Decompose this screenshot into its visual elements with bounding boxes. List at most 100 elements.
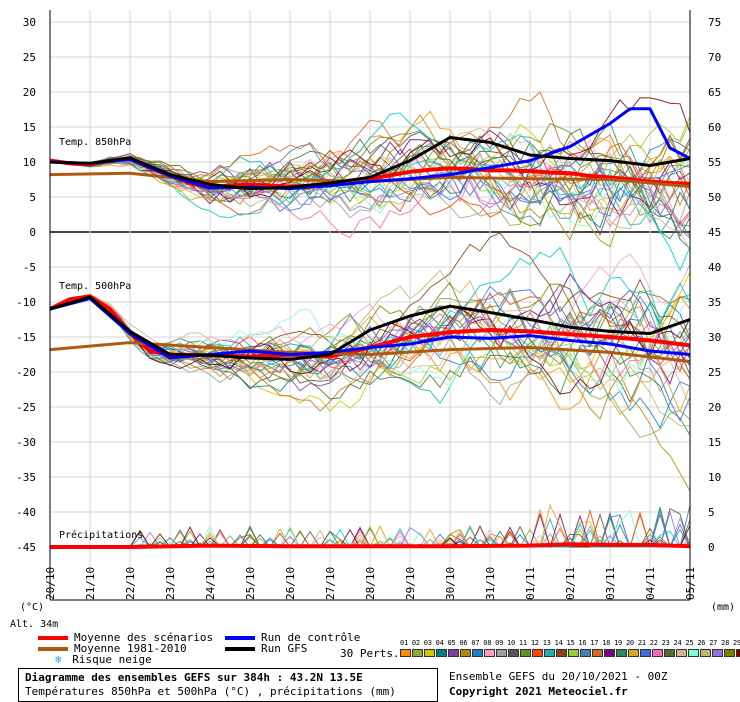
ensemble-line-850 bbox=[49, 155, 691, 230]
x-tick-date: 03/11 bbox=[604, 567, 617, 600]
y-tick-left: -5 bbox=[23, 261, 36, 274]
pert-swatch bbox=[676, 649, 687, 657]
x-tick-date: 31/10 bbox=[484, 567, 497, 600]
legend-label: Risque neige bbox=[72, 653, 152, 666]
series-line-precip bbox=[50, 542, 691, 549]
x-tick-date: 23/10 bbox=[164, 567, 177, 600]
y-tick-right: 30 bbox=[708, 331, 721, 344]
pert-swatch bbox=[580, 649, 591, 657]
y-tick-left: -10 bbox=[16, 296, 36, 309]
y-tick-right: 75 bbox=[708, 16, 721, 29]
x-tick-date: 27/10 bbox=[324, 567, 337, 600]
pert-swatch bbox=[460, 649, 471, 657]
legend-item-control: Run de contrôle bbox=[225, 631, 360, 644]
y-tick-right: 70 bbox=[708, 51, 721, 64]
x-tick-date: 28/10 bbox=[364, 567, 377, 600]
series-line-500hPa bbox=[49, 297, 691, 360]
pert-swatch bbox=[556, 649, 567, 657]
perts-label: 30 Perts. bbox=[340, 647, 400, 660]
legend-item-snow: ❄ Risque neige bbox=[55, 653, 152, 666]
y-tick-left: -35 bbox=[16, 471, 36, 484]
ensemble-line-850 bbox=[49, 159, 691, 217]
pert-swatch bbox=[724, 649, 735, 657]
series-line-500hPa bbox=[49, 341, 691, 363]
x-tick-date: 25/10 bbox=[244, 567, 257, 600]
x-tick-date: 30/10 bbox=[444, 567, 457, 600]
legend-label: Moyenne des scénarios bbox=[74, 631, 214, 644]
ensemble-line-850 bbox=[49, 131, 691, 237]
footer-info-box: Diagramme des ensembles GEFS sur 384h : … bbox=[18, 668, 438, 702]
x-tick-date: 22/10 bbox=[124, 567, 137, 600]
x-tick-date: 01/11 bbox=[524, 567, 537, 600]
y-tick-left: 30 bbox=[23, 16, 36, 29]
ensemble-line-500 bbox=[49, 294, 691, 370]
legend-label: Run GFS bbox=[261, 642, 308, 655]
y-tick-right: 25 bbox=[708, 366, 721, 379]
x-tick-date: 29/10 bbox=[404, 567, 417, 600]
pert-color-swatches bbox=[400, 649, 740, 657]
legend-label: Run de contrôle bbox=[261, 631, 361, 644]
y-tick-right: 10 bbox=[708, 471, 721, 484]
x-tick-date: 24/10 bbox=[204, 567, 217, 600]
y-tick-right: 40 bbox=[708, 261, 721, 274]
y-tick-right: 20 bbox=[708, 401, 721, 414]
panel-label-precip: Précipitations bbox=[59, 529, 143, 541]
right-axis-unit: (mm) bbox=[711, 602, 735, 613]
y-tick-right: 15 bbox=[708, 436, 721, 449]
pert-swatch bbox=[472, 649, 483, 657]
y-tick-right: 35 bbox=[708, 296, 721, 309]
y-tick-right: 50 bbox=[708, 191, 721, 204]
altitude-label: Alt. 34m bbox=[10, 619, 58, 630]
pert-swatch bbox=[628, 649, 639, 657]
snowflake-icon: ❄ bbox=[55, 653, 62, 666]
series-line-500hPa bbox=[49, 295, 691, 361]
y-tick-right: 65 bbox=[708, 86, 721, 99]
y-tick-left: 10 bbox=[23, 156, 36, 169]
ensemble-line-500 bbox=[49, 293, 691, 408]
ensemble-line-precip bbox=[50, 525, 690, 548]
ensemble-line-850 bbox=[49, 116, 691, 202]
footer-title: Diagramme des ensembles GEFS sur 384h : … bbox=[25, 671, 363, 684]
pert-swatch bbox=[436, 649, 447, 657]
panel-label-500: Temp. 500hPa bbox=[59, 281, 131, 292]
pert-swatch bbox=[592, 649, 603, 657]
pert-swatch bbox=[424, 649, 435, 657]
y-tick-left: 0 bbox=[29, 226, 36, 239]
ensemble-line-850 bbox=[49, 128, 691, 238]
x-tick-date: 26/10 bbox=[284, 567, 297, 600]
y-tick-left: -45 bbox=[16, 541, 36, 554]
x-tick-date: 02/11 bbox=[564, 567, 577, 600]
footer-copyright: Copyright 2021 Meteociel.fr bbox=[449, 685, 628, 698]
pert-swatch bbox=[688, 649, 699, 657]
pert-swatch bbox=[616, 649, 627, 657]
y-tick-left: 15 bbox=[23, 121, 36, 134]
y-tick-right: 45 bbox=[708, 226, 721, 239]
y-tick-right: 55 bbox=[708, 156, 721, 169]
pert-swatch bbox=[496, 649, 507, 657]
pert-swatch bbox=[484, 649, 495, 657]
footer-subtitle: Températures 850hPa et 500hPa (°C) , pré… bbox=[25, 685, 396, 698]
y-tick-left: 25 bbox=[23, 51, 36, 64]
left-axis-unit: (°C) bbox=[20, 602, 44, 613]
pert-swatch bbox=[652, 649, 663, 657]
pert-swatch bbox=[532, 649, 543, 657]
y-tick-left: -15 bbox=[16, 331, 36, 344]
legend-swatch bbox=[38, 647, 68, 651]
pert-swatch bbox=[712, 649, 723, 657]
footer-run-info: Ensemble GEFS du 20/10/2021 - 00Z bbox=[449, 670, 668, 683]
y-tick-left: -40 bbox=[16, 506, 36, 519]
y-tick-left: -30 bbox=[16, 436, 36, 449]
chart-grid bbox=[49, 10, 691, 600]
pert-swatch bbox=[700, 649, 711, 657]
legend-label: Moyenne 1981-2010 bbox=[74, 642, 187, 655]
y-tick-right: 0 bbox=[708, 541, 715, 554]
main-series-lines bbox=[49, 107, 691, 549]
pert-swatch bbox=[664, 649, 675, 657]
y-tick-left: 5 bbox=[29, 191, 36, 204]
legend-item-climate: Moyenne 1981-2010 bbox=[38, 642, 187, 655]
pert-numbers: 01 02 03 04 05 06 07 08 09 10 11 12 13 1… bbox=[400, 639, 740, 647]
pert-swatch bbox=[568, 649, 579, 657]
legend-item-gfs: Run GFS bbox=[225, 642, 307, 655]
